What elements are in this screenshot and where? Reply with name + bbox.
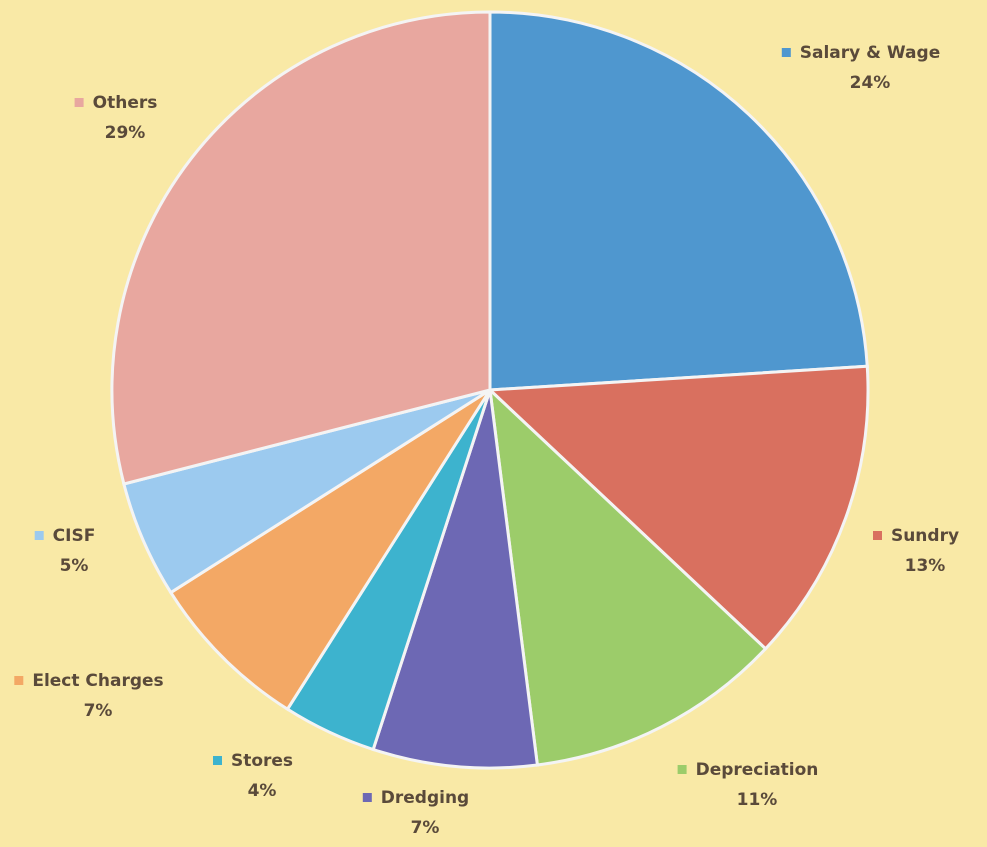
label-stores: Stores 4% <box>213 751 293 801</box>
label-dredging: Dredging 7% <box>362 788 469 838</box>
legend-marker <box>213 756 222 765</box>
percent-label: 11% <box>737 790 778 810</box>
labels-group: Salary & Wage 24% Sundry 13% Depreciation 11%… <box>14 43 959 838</box>
label-sundry: Sundry 13% <box>873 526 959 576</box>
category-label: CISF <box>53 526 96 546</box>
percent-label: 7% <box>411 818 440 838</box>
category-label: Elect Charges <box>32 671 163 691</box>
category-label: Dredging <box>381 788 469 808</box>
percent-label: 13% <box>905 556 946 576</box>
percent-label: 4% <box>248 781 277 801</box>
category-label: Others <box>93 93 158 113</box>
slice-elect-charges <box>168 388 492 712</box>
percent-label: 7% <box>84 701 113 721</box>
label-depreciation: Depreciation 11% <box>677 760 819 810</box>
legend-marker <box>74 98 84 107</box>
slice-salary-and-wage <box>488 10 869 392</box>
percent-label: 29% <box>105 123 146 143</box>
label-elect-charges: Elect Charges 7% <box>14 671 164 721</box>
legend-marker <box>34 531 44 540</box>
slices-group <box>110 10 870 770</box>
legend-marker <box>873 531 882 540</box>
category-label: Depreciation <box>696 760 819 780</box>
legend-marker <box>781 48 791 57</box>
legend-marker <box>362 793 372 802</box>
percent-label: 24% <box>850 73 891 93</box>
slice-others <box>110 10 492 486</box>
category-label: Sundry <box>891 526 959 546</box>
category-label: Salary & Wage <box>800 43 940 63</box>
slice-depreciation <box>487 386 768 767</box>
category-label: Stores <box>231 751 293 771</box>
percent-label: 5% <box>60 556 89 576</box>
label-others: Others 29% <box>74 93 158 143</box>
slice-dredging <box>371 389 540 770</box>
slice-sundry <box>486 364 870 651</box>
label-salary-and-wage: Salary & Wage 24% <box>781 43 940 93</box>
legend-marker <box>14 676 24 685</box>
legend-marker <box>677 765 687 774</box>
label-cisf: CISF 5% <box>34 526 96 576</box>
